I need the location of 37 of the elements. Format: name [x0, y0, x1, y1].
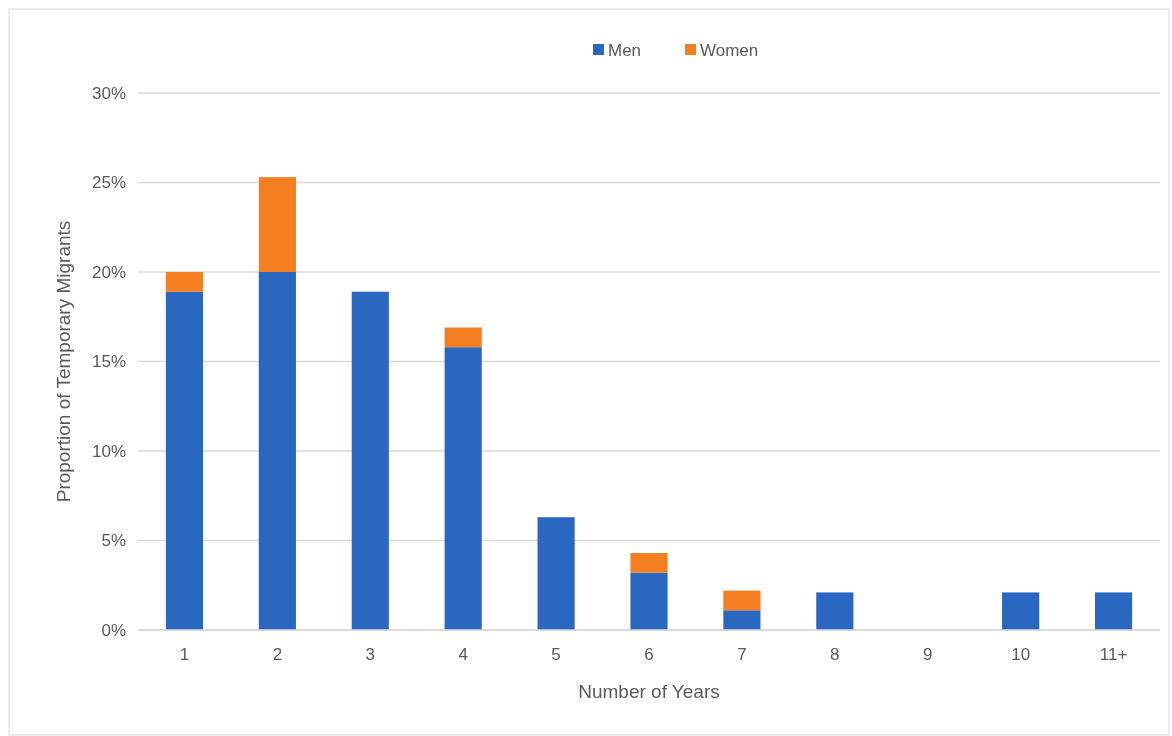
bar [165, 272, 204, 292]
x-axis-title: Number of Years [578, 681, 720, 702]
bar [1094, 592, 1133, 630]
bar [165, 291, 204, 630]
y-tick-label: 0% [101, 620, 126, 640]
x-tick-label: 7 [737, 645, 747, 664]
bar [351, 291, 389, 630]
bar [816, 592, 854, 630]
x-tick-label: 11+ [1099, 645, 1128, 664]
y-tick-label: 20% [91, 262, 126, 282]
bar [444, 347, 482, 630]
y-tick-label: 5% [101, 531, 126, 551]
bar [723, 610, 761, 630]
bar [444, 327, 482, 348]
y-tick-label: 15% [91, 352, 126, 372]
bar [258, 177, 296, 272]
x-tick-label: 8 [830, 645, 840, 664]
y-axis-title: Proportion of Temporary Migrants [53, 220, 74, 503]
x-tick-label: 1 [179, 645, 190, 664]
x-tick-label: 9 [922, 645, 933, 664]
legend-label: Women [700, 40, 759, 60]
bar [258, 272, 296, 630]
y-tick-label: 10% [91, 441, 126, 461]
y-tick-label: 30% [91, 83, 126, 103]
x-tick-label: 3 [365, 645, 376, 664]
x-tick-label: 4 [458, 645, 468, 664]
bar [723, 590, 761, 611]
bar [1002, 592, 1040, 630]
bar [537, 517, 575, 630]
x-tick-label: 6 [644, 645, 654, 664]
bar [630, 572, 668, 630]
x-tick-label: 5 [551, 645, 561, 664]
legend-label: Men [608, 40, 642, 60]
x-tick-label: 10 [1011, 645, 1031, 664]
y-tick-label: 25% [91, 173, 126, 193]
bar [630, 553, 668, 573]
x-tick-label: 2 [272, 645, 283, 664]
